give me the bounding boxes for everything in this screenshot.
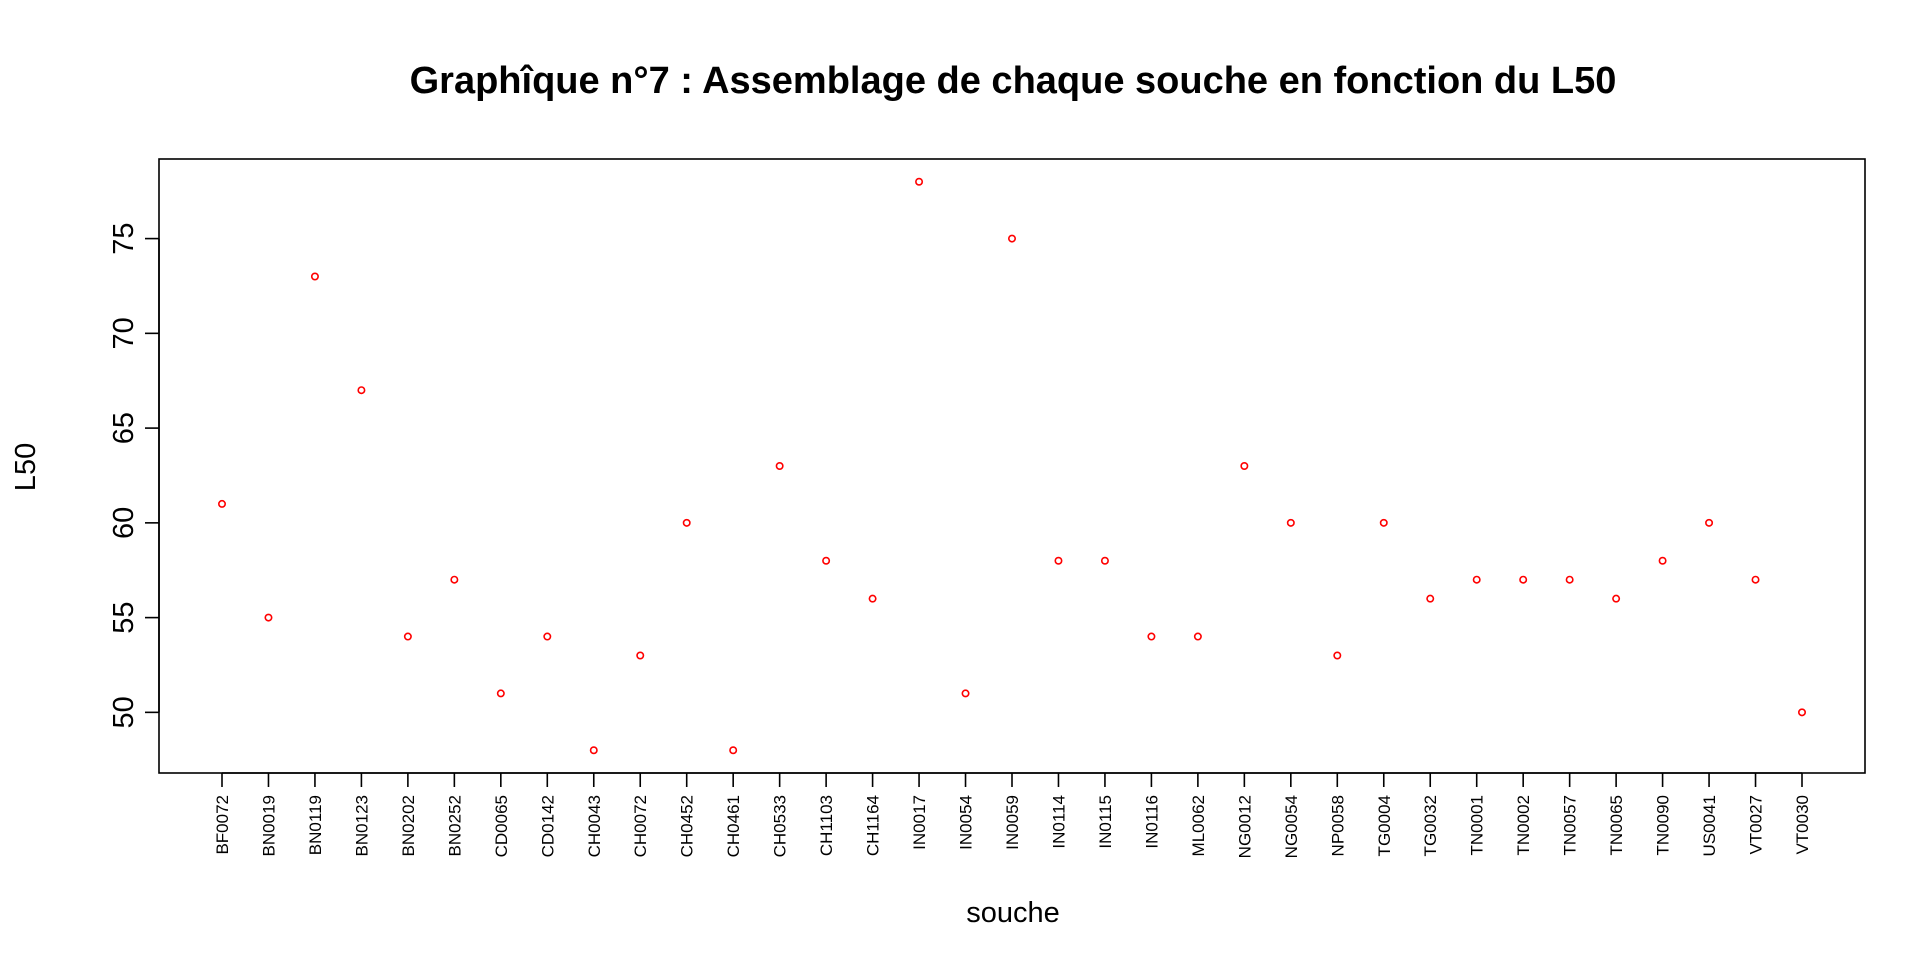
x-tick-label: IN0059 [1003, 795, 1022, 850]
data-point-IN0116 [1147, 632, 1156, 641]
x-tick-label: BN0252 [445, 795, 464, 856]
data-point-CH0043 [589, 746, 598, 755]
x-tick-label: BF0072 [213, 795, 232, 855]
data-point-IN0059 [1007, 234, 1016, 243]
data-point-VT0030 [1798, 708, 1807, 717]
data-point-CD0065 [496, 689, 505, 698]
data-point-CH0072 [636, 651, 645, 660]
data-point-BN0019 [264, 613, 273, 622]
x-tick-label: TN0057 [1561, 795, 1580, 855]
data-point-BN0119 [310, 272, 319, 281]
x-tick-label: IN0054 [957, 795, 976, 850]
data-point-NG0012 [1240, 461, 1249, 470]
data-point-US0041 [1705, 518, 1714, 527]
data-point-NG0054 [1286, 518, 1295, 527]
x-tick-label: US0041 [1700, 795, 1719, 856]
x-tick-label: TN0090 [1654, 795, 1673, 855]
data-point-VT0027 [1751, 575, 1760, 584]
data-point-CH0461 [729, 746, 738, 755]
data-point-TN0065 [1612, 594, 1621, 603]
data-point-CH1164 [868, 594, 877, 603]
x-tick-label: CH1103 [817, 795, 836, 856]
x-tick-label: BN0119 [306, 795, 325, 855]
data-point-IN0114 [1054, 556, 1063, 565]
x-tick-label: TG0004 [1375, 795, 1394, 856]
x-tick-label: BN0123 [352, 795, 371, 856]
data-point-CD0142 [543, 632, 552, 641]
y-tick-label: 70 [108, 317, 140, 349]
chart-title: Graphîque n°7 : Assemblage de chaque sou… [410, 60, 1617, 102]
x-tick-label: TG0032 [1421, 795, 1440, 856]
y-tick-label: 55 [108, 601, 140, 633]
x-tick-label: IN0017 [910, 795, 929, 850]
x-tick-label: CH0043 [585, 795, 604, 857]
y-axis-label: L50 [10, 443, 42, 491]
y-tick-label: 65 [108, 412, 140, 444]
data-point-IN0054 [961, 689, 970, 698]
x-tick-label: ML0062 [1189, 795, 1208, 856]
x-tick-label: BN0019 [259, 795, 278, 856]
data-point-TN0057 [1565, 575, 1574, 584]
x-tick-label: NP0058 [1328, 795, 1347, 856]
x-tick-label: IN0115 [1096, 795, 1115, 849]
data-point-TN0001 [1472, 575, 1481, 584]
x-tick-label: VT0030 [1793, 795, 1812, 855]
data-point-CH0533 [775, 461, 784, 470]
plot-frame [158, 158, 1866, 774]
x-tick-label: CD0142 [538, 795, 557, 857]
x-tick-label: CH0072 [631, 795, 650, 857]
data-point-NP0058 [1333, 651, 1342, 660]
data-point-TN0090 [1658, 556, 1667, 565]
data-point-BF0072 [218, 499, 227, 508]
y-tick-label: 60 [108, 507, 140, 539]
x-tick-label: TN0065 [1607, 795, 1626, 855]
data-points [218, 177, 1807, 755]
x-tick-label: NG0012 [1235, 795, 1254, 858]
x-tick-label: VT0027 [1747, 795, 1766, 855]
y-tick-label: 75 [108, 222, 140, 254]
x-tick-label: TN0001 [1468, 795, 1487, 855]
y-axis: 50 55 60 65 70 75 [108, 222, 160, 728]
x-tick-label: CH0533 [771, 795, 790, 857]
data-point-TN0002 [1519, 575, 1528, 584]
data-point-ML0062 [1193, 632, 1202, 641]
data-point-CH0452 [682, 518, 691, 527]
x-tick-label: IN0116 [1142, 795, 1161, 849]
y-tick-label: 50 [108, 696, 140, 728]
data-point-CH1103 [822, 556, 831, 565]
data-point-BN0202 [403, 632, 412, 641]
x-tick-label: CH0452 [678, 795, 697, 857]
x-tick-label: IN0114 [1049, 795, 1068, 849]
x-tick-label: CD0065 [492, 795, 511, 857]
x-axis: BF0072 BN0019 BN0119 BN0123 BN0202 BN0252 CD00… [213, 772, 1812, 858]
data-point-TG0004 [1379, 518, 1388, 527]
data-point-TG0032 [1426, 594, 1435, 603]
x-tick-label: CH0461 [724, 795, 743, 857]
data-point-BN0252 [450, 575, 459, 584]
data-point-IN0115 [1100, 556, 1109, 565]
x-tick-label: CH1164 [864, 795, 883, 856]
data-point-IN0017 [915, 177, 924, 186]
x-tick-label: TN0002 [1514, 795, 1533, 855]
x-tick-label: BN0202 [399, 795, 418, 856]
x-tick-label: NG0054 [1282, 795, 1301, 858]
x-axis-label: souche [966, 897, 1060, 929]
data-point-BN0123 [357, 386, 366, 395]
